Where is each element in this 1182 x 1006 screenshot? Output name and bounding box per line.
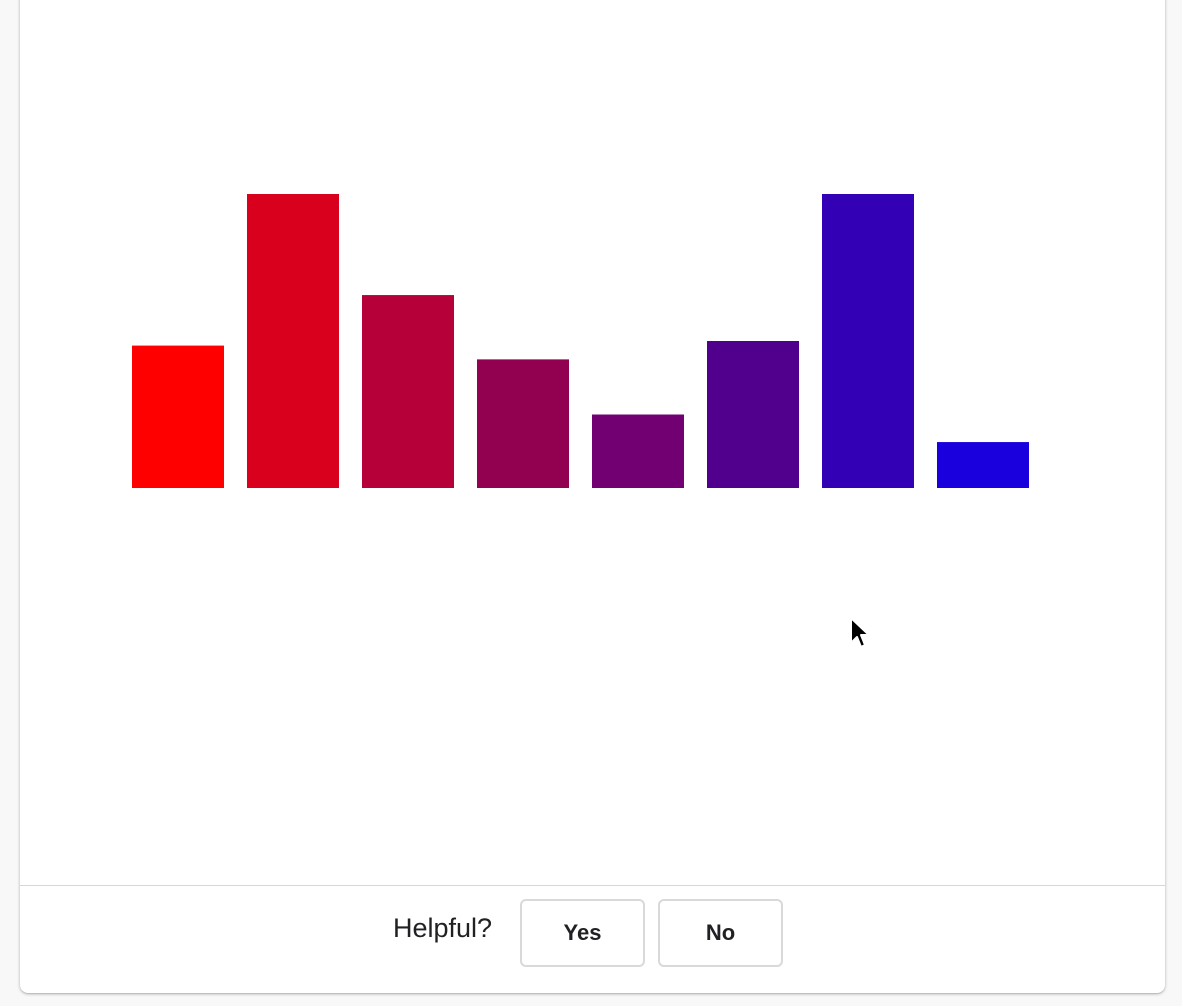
bar-4: [477, 359, 569, 488]
no-button[interactable]: No: [658, 899, 783, 967]
mouse-pointer-icon: [850, 617, 870, 648]
bar-7: [822, 194, 914, 488]
bar-3: [362, 295, 454, 488]
divider: [20, 885, 1165, 886]
bar-1: [132, 345, 224, 488]
feedback-bar: Helpful? Yes No: [20, 886, 1165, 993]
bar-2: [247, 194, 339, 488]
bar-chart: [132, 194, 1029, 488]
bar-5: [592, 414, 684, 488]
yes-button[interactable]: Yes: [520, 899, 645, 967]
bar-8: [937, 442, 1029, 488]
bar-6: [707, 341, 799, 488]
chart-card: Helpful? Yes No: [20, 0, 1165, 993]
feedback-question: Helpful?: [393, 913, 493, 943]
chart-area: [20, 0, 1165, 886]
